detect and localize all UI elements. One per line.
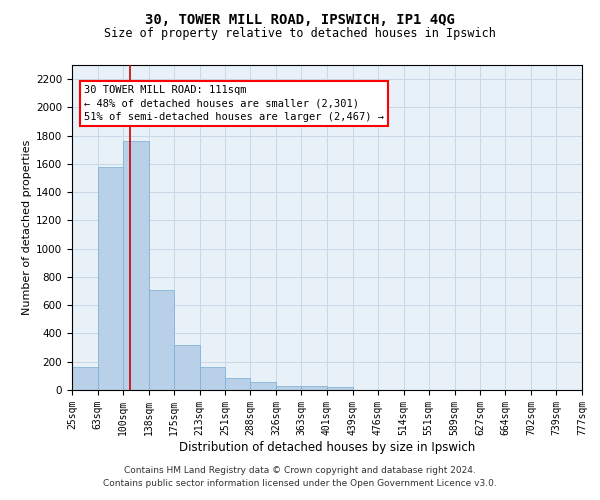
Bar bbox=[149, 290, 174, 390]
Text: 30 TOWER MILL ROAD: 111sqm
← 48% of detached houses are smaller (2,301)
51% of s: 30 TOWER MILL ROAD: 111sqm ← 48% of deta… bbox=[84, 86, 384, 122]
Bar bbox=[72, 368, 98, 390]
Bar bbox=[276, 386, 301, 390]
Text: 30, TOWER MILL ROAD, IPSWICH, IP1 4QG: 30, TOWER MILL ROAD, IPSWICH, IP1 4QG bbox=[145, 12, 455, 26]
Bar bbox=[174, 345, 199, 390]
Bar bbox=[225, 378, 250, 390]
Y-axis label: Number of detached properties: Number of detached properties bbox=[22, 140, 32, 315]
Text: Size of property relative to detached houses in Ipswich: Size of property relative to detached ho… bbox=[104, 28, 496, 40]
Bar bbox=[250, 382, 276, 390]
Bar bbox=[123, 142, 149, 390]
Text: Contains HM Land Registry data © Crown copyright and database right 2024.
Contai: Contains HM Land Registry data © Crown c… bbox=[103, 466, 497, 487]
Bar bbox=[327, 387, 353, 390]
Bar bbox=[98, 166, 123, 390]
Bar bbox=[301, 386, 327, 390]
Bar bbox=[199, 368, 225, 390]
X-axis label: Distribution of detached houses by size in Ipswich: Distribution of detached houses by size … bbox=[179, 440, 475, 454]
